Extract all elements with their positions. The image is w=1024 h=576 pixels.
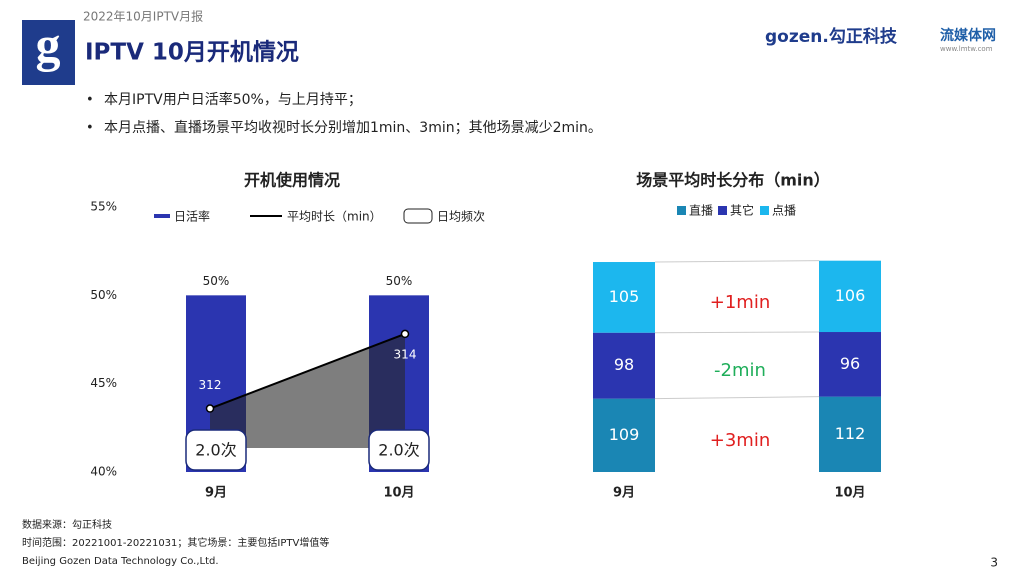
bar-segment <box>819 260 881 333</box>
line-point <box>205 404 215 413</box>
bullet: 本月点播、直播场景平均收视时长分别增加1min、3min；其他场景减少2min。 <box>104 119 602 136</box>
line <box>209 332 406 410</box>
y-tick-label: 55% <box>90 200 117 214</box>
change-label: +1min <box>710 292 770 313</box>
legend-swatch <box>677 206 686 215</box>
segment-label: 98 <box>614 355 634 374</box>
segment-label: 105 <box>609 287 640 306</box>
brand-url: www.lmtw.com <box>940 45 993 53</box>
connector <box>654 260 820 263</box>
legend-label: 日活率 <box>174 209 210 224</box>
bar-label: 50% <box>203 274 230 288</box>
bar-segment <box>593 332 655 399</box>
logo-letter: g <box>36 16 61 72</box>
legend-label: 直播 <box>689 204 713 218</box>
segment-label: 96 <box>840 354 860 373</box>
company: Beijing Gozen Data Technology Co.,Ltd. <box>22 556 219 567</box>
line-label: 312 <box>199 378 222 392</box>
x-tick-label: 10月 <box>383 486 414 501</box>
period: 时间范围：20221001-20221031；其它场景：主要包括IPTV增值等 <box>22 536 329 549</box>
legend-label: 点播 <box>772 204 796 218</box>
legend-label: 平均时长（min） <box>287 210 382 224</box>
bullet-dot: • <box>86 93 94 108</box>
badge <box>185 429 247 471</box>
logo-box <box>22 20 75 85</box>
bar-label: 50% <box>386 274 413 288</box>
chart-title: 开机使用情况 <box>244 171 340 190</box>
line-label: 314 <box>394 347 417 361</box>
x-tick-label: 9月 <box>613 486 635 501</box>
legend-swatch <box>403 208 433 224</box>
slide-title: IPTV 10月开机情况 <box>85 40 299 66</box>
change-label: -2min <box>714 360 766 381</box>
badge <box>368 429 430 471</box>
x-tick-label: 9月 <box>205 486 227 501</box>
bar-segment <box>819 396 881 472</box>
legend-swatch <box>154 214 170 218</box>
bar-segment <box>593 262 655 333</box>
change-label: +3min <box>710 430 770 451</box>
line-point <box>400 329 410 339</box>
brand-logo: gozen.勾正科技 <box>765 26 898 47</box>
brand-logo: 流媒体网 <box>940 27 996 44</box>
badge-label: 2.0次 <box>195 441 236 460</box>
connector <box>654 331 820 334</box>
line-area <box>210 333 405 448</box>
bar-segment <box>593 398 655 472</box>
segment-label: 106 <box>835 286 866 305</box>
y-tick-label: 50% <box>90 288 117 302</box>
segment-label: 109 <box>609 425 640 444</box>
y-tick-label: 40% <box>90 465 117 479</box>
report-name: 2022年10月IPTV月报 <box>83 9 203 24</box>
bullet-dot: • <box>86 121 94 136</box>
legend-label: 日均频次 <box>437 210 485 224</box>
y-tick-label: 45% <box>90 376 117 390</box>
x-tick-label: 10月 <box>834 486 865 501</box>
connector <box>654 396 820 400</box>
page-number: 3 <box>990 556 998 570</box>
badge-label: 2.0次 <box>378 441 419 460</box>
legend-swatch <box>718 206 727 215</box>
source: 数据来源：勾正科技 <box>22 518 112 531</box>
segment-label: 112 <box>835 424 866 443</box>
legend-label: 其它 <box>730 203 754 218</box>
legend-swatch <box>760 206 769 215</box>
chart-title: 场景平均时长分布（min） <box>636 171 830 190</box>
bullet: 本月IPTV用户日活率50%，与上月持平； <box>104 91 362 108</box>
bar-segment <box>819 332 881 397</box>
